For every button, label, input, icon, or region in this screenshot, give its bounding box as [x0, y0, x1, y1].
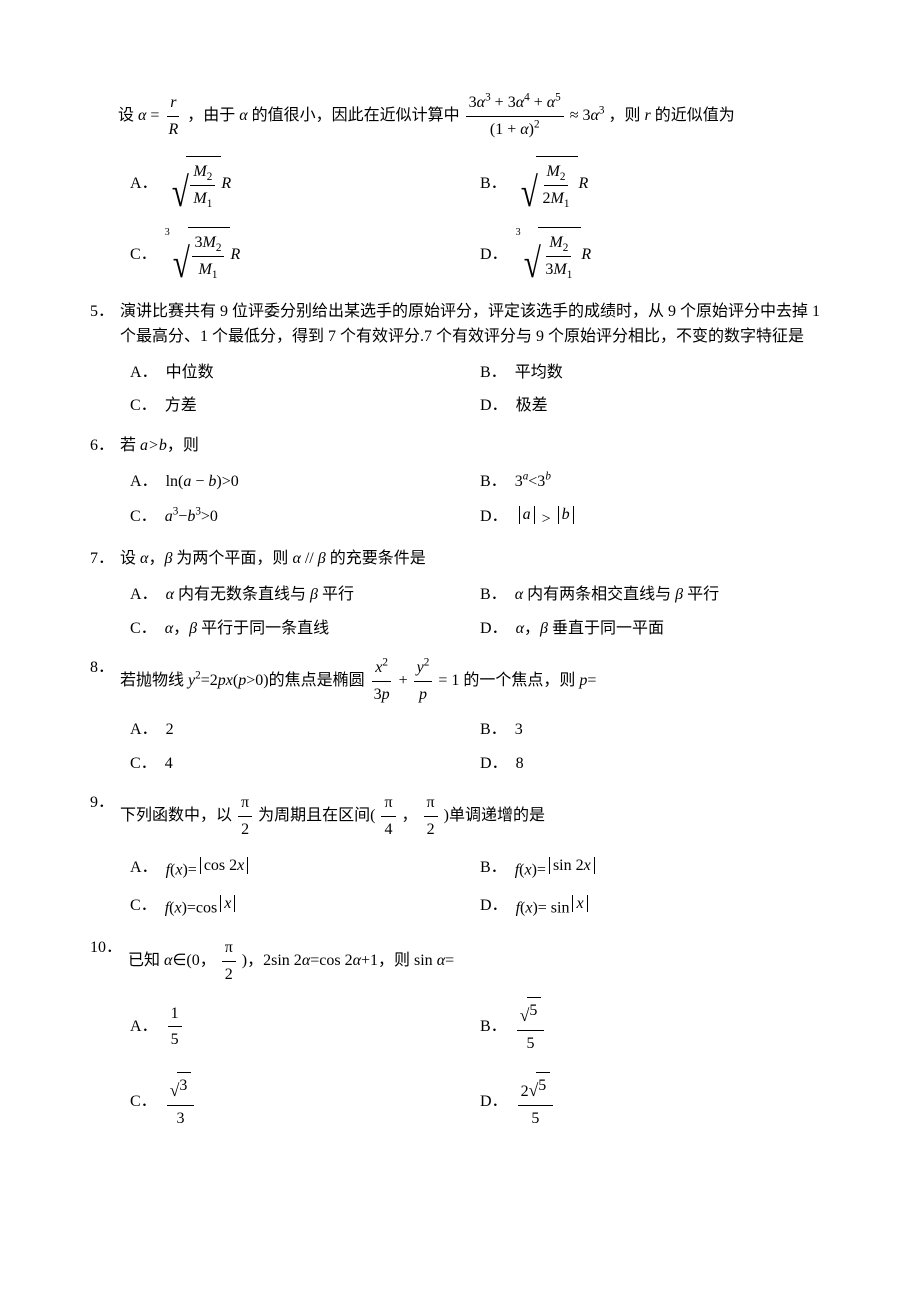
q7-D: α，β 垂直于同一平面 [516, 616, 664, 642]
qnum: 8． [90, 655, 114, 681]
q5-B-text: 平均数 [515, 360, 563, 386]
q10-B-rad: 5 [527, 997, 541, 1024]
q10-D-den: 5 [528, 1106, 542, 1132]
q8-D: 8 [516, 751, 524, 777]
qtext: 若抛物线 y2=2px(p>0)的焦点是椭圆 x23p + y2p = 1 的一… [120, 655, 830, 707]
q10-D-rad: 5 [536, 1072, 550, 1099]
r-var: r [645, 107, 651, 124]
qnum: 10． [90, 935, 122, 961]
q7-choice-D: D．α，β 垂直于同一平面 [480, 616, 830, 642]
qtext: 下列函数中，以 π2 为周期且在区间( π4 ， π2 )单调递增的是 [120, 790, 830, 842]
text: 设 [118, 107, 134, 124]
q5-choice-A: A．中位数 [130, 360, 480, 386]
text: ，则 [609, 107, 641, 124]
q7-choice-B: B．α 内有两条相交直线与 β 平行 [480, 582, 830, 608]
qtext: 已知 α∈(0， π2 )，2sin 2α=cos 2α+1，则 sin α= [128, 935, 830, 987]
q10-C-den: 3 [174, 1106, 188, 1132]
q8-choice-B: B．3 [480, 717, 830, 743]
q6-choice-A: A．ln(a − b)>0 [130, 469, 480, 495]
q6-post: ，则 [167, 437, 199, 454]
q6-A: ln(a − b)>0 [166, 469, 239, 495]
text: 的值很小，因此在近似计算中 [252, 107, 460, 124]
q5-choice-C: C．方差 [130, 393, 480, 419]
q9-B: f(x)=sin 2x [515, 853, 598, 883]
q9-D: f(x)= sinx [516, 891, 591, 921]
q10-choice-D: D． 2√55 [480, 1072, 830, 1131]
q9-post: )单调递增的是 [444, 807, 545, 824]
q10-A-num: 1 [168, 1001, 182, 1028]
q6-C: a3−b3>0 [165, 504, 218, 530]
q7-A: α 内有无数条直线与 β 平行 [166, 582, 354, 608]
q7-choice-A: A．α 内有无数条直线与 β 平行 [130, 582, 480, 608]
q9-C: f(x)=cosx [165, 891, 239, 921]
q5-choice-B: B．平均数 [480, 360, 830, 386]
q8-parabola: y2=2px(p>0) [188, 672, 269, 689]
q10-A-den: 5 [168, 1027, 182, 1053]
alpha-var: α [239, 107, 247, 124]
q4-preamble: 设 α = rR ，由于 α 的值很小，因此在近似计算中 3α3 + 3α4 +… [118, 90, 830, 142]
q4-choices: A． √M2M1R B． √M22M1R C． 3√3M2M1R D． [130, 156, 830, 282]
q7-C: α，β 平行于同一条直线 [165, 616, 329, 642]
qnum: 7． [90, 546, 114, 572]
q8-C: 4 [165, 751, 173, 777]
qtext: 若 a>b，则 [120, 433, 830, 459]
qnum: 6． [90, 433, 114, 459]
q9-choice-D: D．f(x)= sinx [480, 891, 830, 921]
q8-choice-D: D．8 [480, 751, 830, 777]
q4-choice-B: B． √M22M1R [480, 156, 830, 211]
q9-mid: 为周期且在区间( [258, 807, 375, 824]
q10-C-rad: 3 [177, 1072, 191, 1099]
q8-choice-C: C．4 [130, 751, 480, 777]
q10-B-den: 5 [524, 1031, 538, 1057]
q8-B: 3 [515, 717, 523, 743]
q9-pre: 下列函数中，以 [120, 807, 232, 824]
q6-choice-C: C．a3−b3>0 [130, 504, 480, 530]
question-10: 10． 已知 α∈(0， π2 )，2sin 2α=cos 2α+1，则 sin… [90, 935, 830, 1131]
q6-choice-D: D．a > b [480, 502, 830, 532]
qnum: 9． [90, 790, 114, 816]
q4-choice-D: D． 3√M23M1R [480, 227, 830, 282]
q8-post: 的一个焦点，则 p= [463, 672, 596, 689]
q8-pre: 若抛物线 [120, 672, 188, 689]
qtext: 演讲比赛共有 9 位评委分别给出某选手的原始评分，评定该选手的成绩时，从 9 个… [120, 299, 830, 350]
q9-choice-A: A．f(x)=cos 2x [130, 853, 480, 883]
q7-choice-C: C．α，β 平行于同一条直线 [130, 616, 480, 642]
q7-B: α 内有两条相交直线与 β 平行 [515, 582, 719, 608]
q4-choice-A: A． √M2M1R [130, 156, 480, 211]
q10-choice-A: A． 15 [130, 1001, 480, 1053]
text: ，由于 [187, 107, 235, 124]
q6-D: a > b [516, 502, 577, 532]
q10-D-pre: 2 [521, 1083, 529, 1100]
approx-expr: 3α3 + 3α4 + α5 (1 + α)2 ≈ 3α3 [464, 107, 609, 124]
q10-choice-C: C． √33 [130, 1072, 480, 1131]
q5-choice-D: D．极差 [480, 393, 830, 419]
q6-choice-B: B．3a<3b [480, 469, 830, 495]
question-6: 6． 若 a>b，则 A．ln(a − b)>0 B．3a<3b C．a3−b3… [90, 433, 830, 532]
qtext: 设 α，β 为两个平面，则 α // β 的充要条件是 [120, 546, 830, 572]
q10-choice-B: B． √55 [480, 997, 830, 1056]
q4-choice-C: C． 3√3M2M1R [130, 227, 480, 282]
q5-D-text: 极差 [516, 393, 548, 419]
q9-choice-B: B．f(x)=sin 2x [480, 853, 830, 883]
q8-mid: 的焦点是椭圆 [269, 672, 365, 689]
alpha-eq: α = rR [138, 107, 187, 124]
q5-C-text: 方差 [165, 393, 197, 419]
q6-pre: 若 [120, 437, 140, 454]
text: 的近似值为 [655, 107, 735, 124]
q9-A: f(x)=cos 2x [166, 853, 252, 883]
q5-A-text: 中位数 [166, 360, 214, 386]
question-7: 7． 设 α，β 为两个平面，则 α // β 的充要条件是 A．α 内有无数条… [90, 546, 830, 641]
q8-ellipse: x23p + y2p = 1 [369, 672, 464, 689]
qnum: 5． [90, 299, 114, 325]
q6-ab: a>b [140, 437, 167, 454]
question-5: 5． 演讲比赛共有 9 位评委分别给出某选手的原始评分，评定该选手的成绩时，从 … [90, 299, 830, 419]
question-4-tail: 设 α = rR ，由于 α 的值很小，因此在近似计算中 3α3 + 3α4 +… [90, 90, 830, 283]
q6-B: 3a<3b [515, 469, 551, 495]
q9-comma: ， [402, 807, 418, 824]
q9-choice-C: C．f(x)=cosx [130, 891, 480, 921]
question-8: 8． 若抛物线 y2=2px(p>0)的焦点是椭圆 x23p + y2p = 1… [90, 655, 830, 776]
question-9: 9． 下列函数中，以 π2 为周期且在区间( π4 ， π2 )单调递增的是 A… [90, 790, 830, 921]
q8-A: 2 [166, 717, 174, 743]
q8-choice-A: A．2 [130, 717, 480, 743]
